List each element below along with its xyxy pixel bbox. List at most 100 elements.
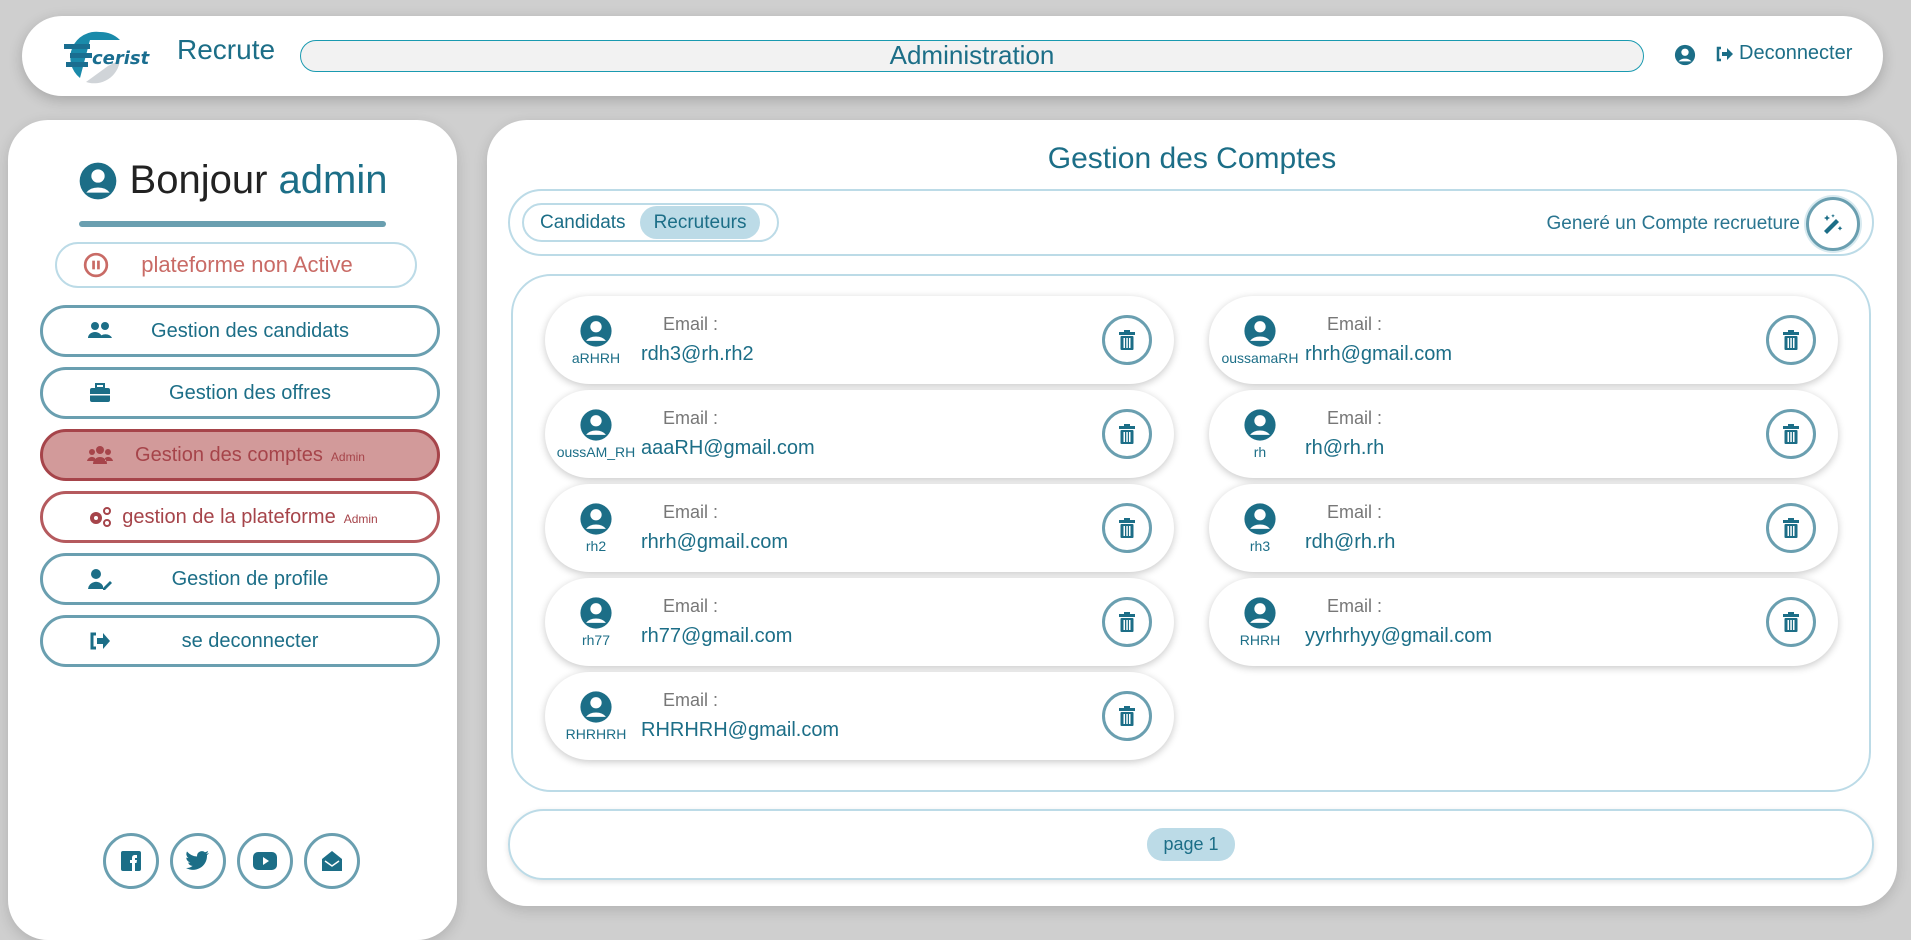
divider [79, 221, 386, 227]
account-email: rhrh@gmail.com [1305, 343, 1453, 365]
account-username: rh [1253, 444, 1267, 460]
cerist-logo[interactable]: cerist [50, 26, 175, 86]
pause-circle-icon [83, 252, 109, 278]
twitter-link[interactable] [170, 833, 226, 889]
sidebar-item-comptes[interactable]: Gestion des comptes Admin [40, 429, 440, 481]
logout-button[interactable]: Deconnecter [1715, 42, 1852, 65]
sidebar-item-plateforme[interactable]: gestion de la plateforme Admin [40, 491, 440, 543]
delete-account-button[interactable] [1766, 597, 1816, 647]
account-card: RHRHRH Email : RHRHRH@gmail.com [545, 672, 1174, 760]
menu-label: Gestion de profile [171, 567, 329, 590]
magic-wand-icon [1824, 214, 1843, 234]
account-card: rh3 Email : rdh@rh.rh [1209, 484, 1838, 572]
account-user: RHRHRH [551, 690, 641, 742]
user-icon[interactable] [1674, 44, 1696, 66]
account-email: rdh@rh.rh [1305, 531, 1396, 553]
platform-status-button[interactable]: plateforme non Active [55, 242, 417, 288]
youtube-icon [253, 852, 277, 870]
email-label: Email : [1327, 502, 1383, 522]
pagination: page 1 [508, 809, 1874, 880]
account-card: rh Email : rh@rh.rh [1209, 390, 1838, 478]
account-username: RHRH [1239, 632, 1281, 648]
user-edit-icon [88, 569, 112, 590]
email-label: Email : [663, 314, 719, 334]
account-username: aRHRH [571, 350, 621, 366]
account-email: rhrh@gmail.com [641, 531, 789, 553]
account-user: oussamaRH [1215, 314, 1305, 366]
account-username: rh77 [581, 632, 611, 648]
trash-icon [1783, 612, 1799, 632]
user-avatar-icon [1244, 409, 1276, 441]
menu-label: Gestion des comptes [135, 443, 323, 466]
admin-badge: Admin [330, 449, 365, 464]
brand-name[interactable]: Recrute [177, 34, 276, 65]
delete-account-button[interactable] [1102, 503, 1152, 553]
account-card: rh77 Email : rh77@gmail.com [545, 578, 1174, 666]
delete-account-button[interactable] [1766, 503, 1816, 553]
sidebar-item-logout[interactable]: se deconnecter [40, 615, 440, 667]
account-user: rh77 [551, 596, 641, 648]
delete-account-button[interactable] [1102, 409, 1152, 459]
generate-label: Generé un Compte recrueture [1546, 213, 1800, 234]
account-user: aRHRH [551, 314, 641, 366]
email-link[interactable] [304, 833, 360, 889]
accounts-list: aRHRH Email : rdh3@rh.rh2 oussamaRH Email :r… [511, 274, 1871, 792]
sidebar: Bonjour admin plateforme non Active Gest… [8, 120, 457, 940]
user-avatar-icon [1244, 597, 1276, 629]
account-username: rh2 [585, 538, 607, 554]
delete-account-button[interactable] [1766, 409, 1816, 459]
section-title: Gestion des Comptes [1047, 142, 1337, 175]
sidebar-item-candidats[interactable]: Gestion des candidats [40, 305, 440, 357]
youtube-link[interactable] [237, 833, 293, 889]
twitter-icon [186, 851, 209, 870]
delete-account-button[interactable] [1102, 315, 1152, 365]
tab-recruteurs[interactable]: Recruteurs [639, 206, 761, 239]
envelope-open-icon [322, 851, 342, 871]
email-label: Email : [1327, 314, 1383, 334]
top-header: cerist Recrute Administration Deconnecte… [22, 16, 1883, 96]
account-card: oussamaRH Email : rhrh@gmail.com [1209, 296, 1838, 384]
admin-badge: Admin [343, 511, 378, 526]
account-card: rh2 Email : rhrh@gmail.com [545, 484, 1174, 572]
delete-account-button[interactable] [1102, 597, 1152, 647]
user-avatar-icon [580, 503, 612, 535]
account-user: rh3 [1215, 502, 1305, 554]
greeting: Bonjour admin [8, 158, 457, 203]
logout-icon [1716, 46, 1733, 61]
delete-account-button[interactable] [1102, 691, 1152, 741]
user-circle-icon [79, 162, 116, 199]
trash-icon [1783, 424, 1799, 444]
tab-candidats[interactable]: Candidats [540, 212, 626, 233]
users-icon [88, 322, 112, 338]
account-username: RHRHRH [565, 726, 627, 742]
briefcase-icon [90, 383, 110, 402]
facebook-link[interactable] [103, 833, 159, 889]
account-user: rh [1215, 408, 1305, 460]
account-user: oussAM_RH [551, 408, 641, 460]
page-title-bar: Administration [300, 40, 1644, 72]
account-email: rdh3@rh.rh2 [641, 343, 754, 365]
email-label: Email : [663, 690, 719, 710]
logout-label: Deconnecter [1739, 42, 1853, 64]
svg-text:cerist: cerist [92, 48, 151, 69]
account-email: yyrhrhyy@gmail.com [1305, 625, 1493, 647]
greeting-text: Bonjour [129, 158, 268, 202]
menu-label: se deconnecter [181, 629, 319, 652]
trash-icon [1119, 424, 1135, 444]
account-user: rh2 [551, 502, 641, 554]
tab-bar: Candidats Recruteurs Generé un Compte re… [508, 189, 1874, 256]
generate-account: Generé un Compte recrueture [1547, 197, 1860, 251]
generate-account-button[interactable] [1806, 197, 1860, 251]
email-label: Email : [663, 502, 719, 522]
trash-icon [1119, 330, 1135, 350]
email-label: Email : [1327, 596, 1383, 616]
page-button[interactable]: page 1 [1147, 828, 1235, 861]
delete-account-button[interactable] [1766, 315, 1816, 365]
trash-icon [1119, 706, 1135, 726]
sidebar-item-profile[interactable]: Gestion de profile [40, 553, 440, 605]
user-avatar-icon [1244, 503, 1276, 535]
sidebar-item-offres[interactable]: Gestion des offres [40, 367, 440, 419]
facebook-icon [121, 851, 141, 871]
username: admin [278, 158, 388, 202]
user-avatar-icon [580, 409, 612, 441]
